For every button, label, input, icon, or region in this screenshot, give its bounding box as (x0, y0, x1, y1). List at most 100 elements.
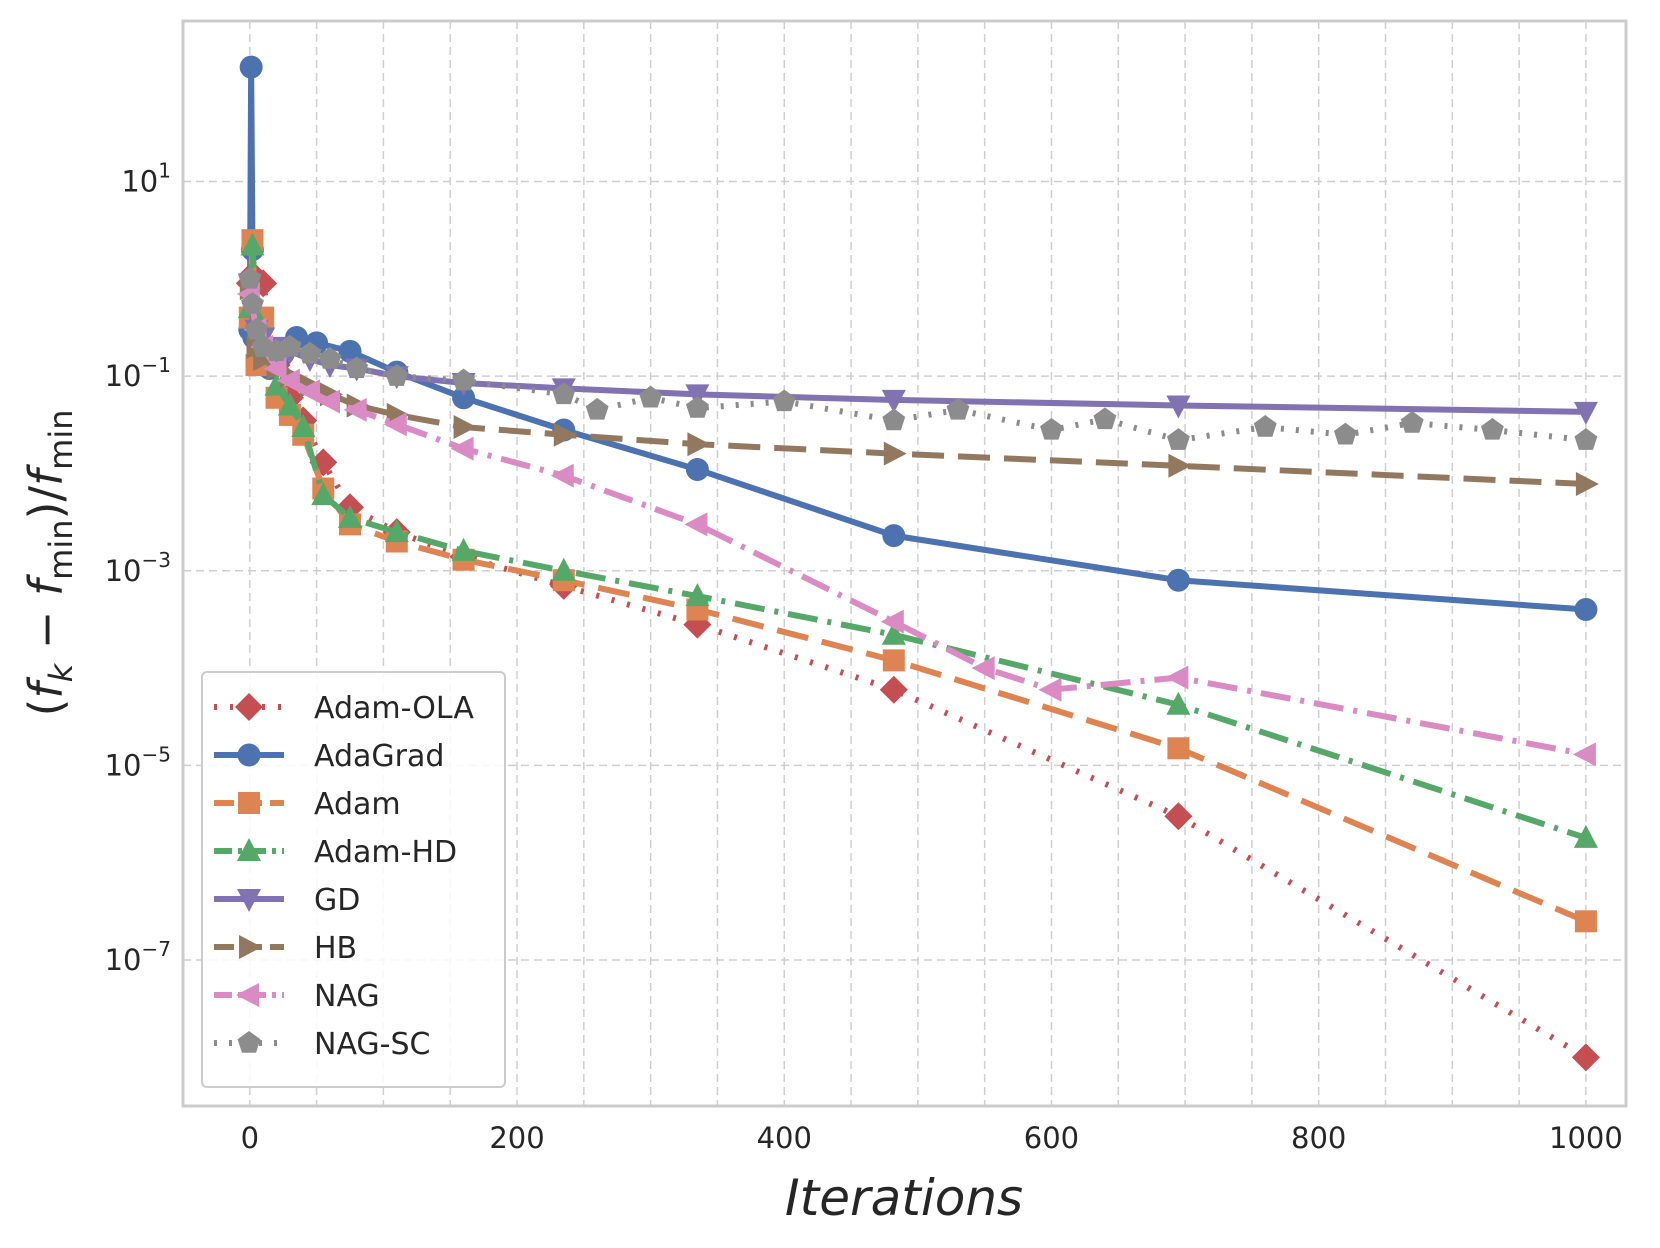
data-point (318, 347, 342, 369)
data-point (296, 379, 320, 404)
svg-text:(fk − fmin)/fmin: (fk − fmin)/fmin (19, 409, 80, 716)
data-point (384, 519, 409, 543)
legend-marker (237, 889, 261, 912)
legend-marker (235, 693, 263, 721)
data-point (687, 432, 711, 457)
legend-item: NAG (214, 979, 380, 1014)
x-tick-label: 200 (489, 1121, 544, 1155)
data-point (343, 397, 367, 422)
data-point (264, 372, 289, 396)
data-point (1573, 401, 1598, 425)
legend: Adam-OLA AdaGrad Adam Adam-HD GD HB NAG NAG-SC (201, 671, 506, 1088)
data-point (338, 504, 363, 528)
data-point (685, 457, 709, 481)
legend-label: Adam-OLA (314, 691, 474, 726)
data-point (882, 524, 906, 548)
legend-label: AdaGrad (314, 739, 444, 774)
legend-label: Adam-HD (314, 835, 457, 870)
data-point (1165, 665, 1189, 690)
data-point (1164, 802, 1193, 831)
data-point (1573, 824, 1598, 848)
data-point (1574, 428, 1598, 450)
data-point (453, 415, 477, 440)
legend-item: NAG-SC (214, 1027, 431, 1062)
data-point (241, 292, 264, 314)
y-tick-label: 10−5 (105, 742, 171, 782)
legend-marker (236, 983, 259, 1007)
data-point (946, 397, 970, 420)
x-tick-label: 1000 (1549, 1121, 1623, 1155)
data-point (1166, 428, 1190, 450)
data-point (772, 389, 796, 412)
series-nag (236, 281, 1596, 767)
legend-marker (237, 743, 261, 767)
x-tick-label: 400 (757, 1121, 812, 1155)
data-point (1334, 422, 1357, 445)
data-point (1572, 742, 1596, 767)
data-point (585, 397, 609, 420)
data-point (316, 389, 340, 414)
legend-marker (238, 792, 260, 814)
data-point (311, 482, 336, 506)
series-group (235, 55, 1600, 1072)
data-point (685, 396, 709, 418)
legend-item: Adam (214, 787, 401, 822)
legend-label: GD (314, 883, 360, 918)
legend-frame (201, 671, 506, 1088)
x-tick-label: 800 (1291, 1121, 1346, 1155)
legend-label: Adam (314, 787, 401, 822)
y-axis-label: (fk − fmin)/fmin (19, 409, 80, 716)
data-point (277, 392, 302, 416)
data-point (383, 412, 407, 437)
legend-item: Adam-HD (214, 835, 457, 870)
data-point (879, 675, 908, 704)
series-line (246, 287, 1587, 487)
data-point (239, 55, 263, 79)
data-point (450, 436, 474, 461)
y-tick-label: 10−7 (105, 937, 171, 977)
data-point (345, 356, 369, 379)
data-point (240, 232, 265, 256)
data-point (882, 649, 905, 672)
data-point (685, 583, 710, 607)
data-point (1038, 677, 1062, 702)
y-tick-label: 10−3 (105, 548, 171, 588)
legend-item: GD (214, 883, 360, 918)
legend-label: HB (314, 931, 357, 966)
data-point (385, 364, 409, 386)
data-point (245, 317, 268, 340)
legend-marker (239, 935, 262, 959)
x-tick-label: 600 (1024, 1121, 1079, 1155)
data-point (452, 368, 475, 391)
x-axis-label: Iterations (785, 1169, 1023, 1227)
data-point (684, 512, 708, 537)
legend-label: NAG-SC (314, 1027, 431, 1062)
data-point (451, 537, 476, 561)
data-point (1571, 1043, 1600, 1072)
data-point (1574, 598, 1598, 622)
data-point (1167, 737, 1190, 760)
data-point (238, 266, 262, 289)
data-point (249, 269, 278, 298)
data-point (971, 656, 995, 681)
data-point (1574, 910, 1597, 933)
y-axis-ticks: 101 10−1 10−3 10−5 10−7 (105, 159, 171, 977)
data-point (263, 356, 287, 381)
data-point (882, 408, 906, 431)
data-point (1093, 407, 1117, 430)
data-point (551, 557, 576, 581)
legend-label: NAG (314, 979, 380, 1014)
legend-marker (237, 1031, 261, 1053)
legend-item: Adam-OLA (214, 691, 474, 726)
data-point (278, 334, 302, 357)
data-point (639, 385, 663, 408)
legend-item: HB (214, 931, 357, 966)
data-point (880, 609, 904, 634)
data-point (883, 441, 907, 466)
x-tick-label: 0 (241, 1121, 259, 1155)
data-point (1040, 417, 1063, 440)
data-point (552, 382, 576, 405)
data-point (1168, 453, 1192, 478)
